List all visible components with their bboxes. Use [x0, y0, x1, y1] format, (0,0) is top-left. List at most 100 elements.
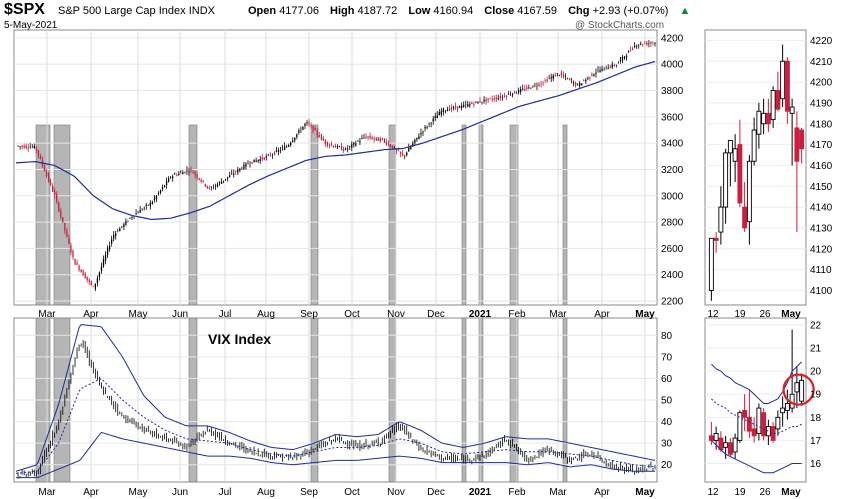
y-tick-label-vix: 60 [661, 374, 673, 385]
x-tick-label-bottom: Apr [594, 487, 610, 498]
x-tick-label-top: Dec [427, 309, 445, 320]
x-tick-label-bottom: May [635, 487, 655, 498]
vix-inset-candle-body [708, 435, 714, 441]
spx-inset-plot [708, 44, 805, 301]
vix-inset-candle-body [775, 416, 781, 430]
y-tick-label-vix-inset: 18 [810, 413, 822, 424]
x-tick-label-top: Oct [344, 309, 360, 320]
y-tick-label-spx: 3200 [661, 165, 684, 176]
vix-title: VIX Index [208, 331, 272, 347]
high-label: High [330, 5, 355, 17]
chg-label: Chg [568, 5, 590, 17]
ohlc-readout: Open 4177.06 High 4187.72 Low 4160.94 Cl… [248, 5, 690, 17]
x-tick-label-bottom: 2021 [469, 487, 492, 498]
highlight-bar-top-3 [310, 124, 319, 306]
vix-lower-band-line [16, 431, 655, 479]
x-tick-label-vix-inset: 19 [734, 487, 746, 498]
spx-inset-candle-body [718, 206, 724, 233]
vix-main-plot [15, 324, 656, 479]
x-tick-label-top: Apr [594, 309, 610, 320]
y-tick-label-spx: 2400 [661, 270, 684, 281]
vix-inset-candle-body [723, 442, 729, 448]
axis-labels: Mar Mar Apr Apr May May Jun Jun Jul Jul Aug Aug Sep S… [38, 33, 832, 498]
x-tick-label-vix-inset: 12 [707, 487, 719, 498]
vix-inset-candle-body [713, 433, 719, 441]
y-tick-label-spx-inset: 4210 [810, 57, 833, 68]
vix-inset-candle-body [794, 382, 800, 393]
x-tick-label-top: Sep [300, 309, 318, 320]
high-value: 4187.72 [357, 5, 398, 17]
y-tick-label-spx: 2800 [661, 218, 684, 229]
y-tick-label-spx-inset: 4170 [810, 140, 833, 151]
spx-inset-candle-body [765, 112, 771, 125]
spx-inset-candle-body [761, 112, 767, 125]
spx-inset-candle-body [742, 206, 748, 229]
y-tick-label-vix: 40 [661, 417, 673, 428]
y-tick-label-vix: 70 [661, 352, 673, 363]
security-name-text: S&P 500 Large Cap Index [58, 5, 186, 17]
x-tick-label-top: Nov [387, 309, 405, 320]
spx-inset-candle-body [727, 139, 733, 154]
open-label: Open [248, 5, 277, 17]
spx-inset-candle-body [756, 110, 762, 135]
x-tick-label-top: Mar [38, 309, 56, 320]
gridlines [14, 30, 806, 482]
vix-inset-candle-body [765, 426, 771, 437]
panel-frame-1 [13, 29, 658, 306]
y-tick-label-vix: 30 [661, 439, 673, 450]
vix-inset-candle-body [756, 407, 762, 434]
spx-inset-candle-body [746, 160, 752, 223]
x-tick-label-bottom: May [129, 487, 148, 498]
spx-inset-candle-body [770, 89, 776, 121]
y-tick-label-vix-inset: 21 [810, 344, 822, 355]
x-tick-label-bottom: Feb [508, 487, 526, 498]
x-tick-label-spx-inset: 12 [707, 309, 719, 320]
highlight-bar-top-1 [53, 124, 71, 306]
x-tick-label-bottom: Aug [257, 487, 275, 498]
y-tick-label-vix-inset: 19 [810, 390, 822, 401]
x-tick-label-bottom: Dec [427, 487, 445, 498]
highlight-bar-top-4 [388, 124, 397, 306]
x-tick-label-spx-inset: 19 [734, 309, 746, 320]
spx-inset-candle-body [713, 237, 719, 241]
exchange-label: INDX [188, 5, 215, 17]
spx-inset-candle-body [732, 148, 738, 162]
y-tick-label-vix-inset: 20 [810, 367, 822, 378]
vix-inset-candle-body [784, 403, 790, 411]
y-tick-label-vix: 20 [661, 460, 673, 471]
x-tick-label-vix-inset: May [781, 487, 801, 498]
vix-inset-candle-body [737, 412, 743, 441]
x-tick-label-top: Feb [508, 309, 526, 320]
x-tick-label-top: Mar [549, 309, 567, 320]
vix-inset-candle-body [780, 407, 786, 414]
x-tick-label-top: May [635, 309, 655, 320]
y-tick-label-spx-inset: 4150 [810, 182, 833, 193]
spx-inset-candle-body [737, 144, 743, 204]
x-tick-label-top: Jun [172, 309, 188, 320]
vix-inset-candle-body [751, 428, 757, 437]
y-tick-label-spx-inset: 4200 [810, 78, 833, 89]
vix-middle-band-line [15, 378, 656, 474]
y-tick-label-spx: 3000 [661, 191, 684, 202]
y-tick-label-vix-inset: 16 [810, 459, 822, 470]
x-tick-label-top: Aug [257, 309, 275, 320]
y-tick-label-spx-inset: 4110 [810, 265, 832, 276]
x-tick-label-spx-inset: 26 [759, 309, 771, 320]
vix-inset-plot [708, 329, 815, 474]
vix-inset-candle-body [761, 412, 767, 437]
x-tick-label-vix-inset: 26 [759, 487, 771, 498]
vix-inset-candle-body [732, 437, 738, 453]
low-value: 4160.94 [433, 5, 474, 17]
spx-inset-candle-body [794, 127, 800, 162]
x-tick-label-bottom: Apr [83, 487, 99, 498]
panel-frames [13, 29, 807, 483]
highlight-bar-top-5 [461, 124, 467, 306]
vix-inset-candle-body [742, 409, 748, 418]
x-tick-label-top: May [129, 309, 148, 320]
low-label: Low [408, 5, 431, 17]
y-tick-label-spx-inset: 4160 [810, 161, 833, 172]
close-value: 4167.59 [517, 5, 558, 17]
vix-inset-candle-body [727, 442, 733, 455]
annotation-circle [782, 373, 815, 406]
x-tick-label-bottom: Mar [549, 487, 567, 498]
